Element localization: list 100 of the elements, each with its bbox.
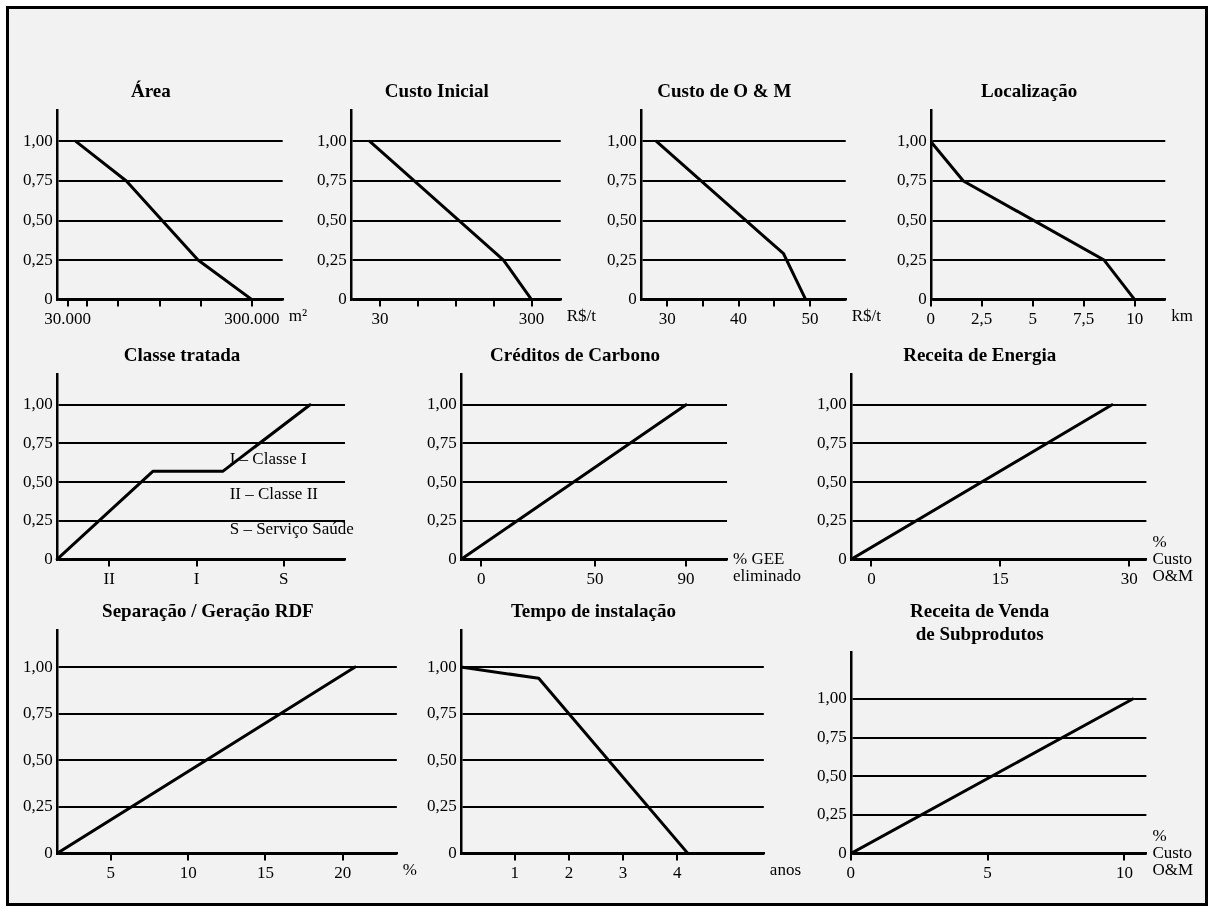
x-tick-label: 10 bbox=[1126, 309, 1144, 329]
chart-title: Receita de Venda de Subprodutos bbox=[910, 600, 1050, 645]
x-axis-title: % bbox=[402, 859, 418, 879]
x-tick-label: 300 bbox=[518, 309, 545, 329]
x-tick-label: 4 bbox=[672, 863, 682, 883]
y-tick-label: 0,75 bbox=[23, 432, 53, 452]
y-tick-label: 0 bbox=[448, 843, 457, 863]
x-tick-label: 40 bbox=[730, 309, 748, 329]
x-tick-label: 10 bbox=[1115, 863, 1133, 883]
x-tick-label: 30 bbox=[658, 309, 676, 329]
y-tick-label: 0,75 bbox=[817, 727, 847, 747]
y-tick-label: 1,00 bbox=[427, 656, 457, 676]
y-tick-label: 0,25 bbox=[23, 796, 53, 816]
x-axis-title: % Custo O&M bbox=[1152, 531, 1194, 585]
x-tick-label: I bbox=[193, 569, 200, 589]
y-tick-label: 0,25 bbox=[427, 510, 457, 530]
y-tick-label: 1,00 bbox=[23, 130, 53, 150]
y-tick-label: 0 bbox=[338, 289, 347, 309]
chart-title: Custo de O & M bbox=[657, 80, 792, 102]
y-tick-label: 0,75 bbox=[607, 170, 637, 190]
x-tick-label: 20 bbox=[334, 863, 352, 883]
x-tick-label: 300.000 bbox=[224, 309, 280, 329]
y-tick-label: 0,25 bbox=[427, 796, 457, 816]
x-axis-title: anos bbox=[769, 859, 802, 879]
chart-title: Custo Inicial bbox=[384, 80, 489, 102]
y-tick-label: 0,50 bbox=[607, 209, 637, 229]
y-tick-label: 0,50 bbox=[427, 749, 457, 769]
x-axis-title: R$/t bbox=[566, 305, 597, 325]
annotation: II – Classe II bbox=[229, 484, 319, 504]
x-tick-label: 10 bbox=[179, 863, 197, 883]
y-tick-label: 0,75 bbox=[23, 703, 53, 723]
x-axis-title: R$/t bbox=[851, 305, 882, 325]
x-tick-label: 5 bbox=[983, 863, 992, 883]
y-tick-label: 0,25 bbox=[607, 249, 637, 269]
y-tick-label: 0 bbox=[628, 289, 637, 309]
y-tick-label: 0,75 bbox=[427, 432, 457, 452]
y-tick-label: 1,00 bbox=[897, 130, 927, 150]
x-tick-label: 1 bbox=[510, 863, 520, 883]
y-tick-label: 0,75 bbox=[817, 432, 847, 452]
y-tick-label: 0,25 bbox=[317, 249, 347, 269]
y-tick-label: 0,75 bbox=[317, 170, 347, 190]
y-tick-label: 0,25 bbox=[23, 249, 53, 269]
x-tick-label: II bbox=[103, 569, 116, 589]
x-tick-label: 90 bbox=[677, 569, 695, 589]
y-tick-label: 0,50 bbox=[23, 471, 53, 491]
x-tick-label: 2 bbox=[564, 863, 574, 883]
y-tick-label: 0 bbox=[838, 843, 847, 863]
y-tick-label: 0,75 bbox=[23, 170, 53, 190]
y-tick-label: 0 bbox=[838, 549, 847, 569]
chart-title: Separação / Geração RDF bbox=[102, 600, 314, 622]
y-tick-label: 0,50 bbox=[897, 209, 927, 229]
y-tick-label: 1,00 bbox=[817, 688, 847, 708]
y-tick-label: 0,50 bbox=[317, 209, 347, 229]
x-tick-label: 7,5 bbox=[1073, 309, 1095, 329]
x-tick-label: 5 bbox=[106, 863, 116, 883]
x-axis-title: % GEE eliminado bbox=[733, 548, 801, 585]
x-tick-label: 0 bbox=[476, 569, 486, 589]
y-tick-label: 0,50 bbox=[23, 749, 53, 769]
y-tick-label: 1,00 bbox=[317, 130, 347, 150]
y-tick-label: 0,50 bbox=[817, 471, 847, 491]
x-tick-label: 5 bbox=[1028, 309, 1037, 329]
x-axis-title: km bbox=[1171, 305, 1194, 325]
x-tick-label: 2,5 bbox=[971, 309, 993, 329]
y-tick-label: 0,25 bbox=[817, 804, 847, 824]
chart-title: Receita de Energia bbox=[903, 344, 1057, 366]
x-tick-label: 3 bbox=[618, 863, 628, 883]
y-tick-label: 0,50 bbox=[817, 765, 847, 785]
y-tick-label: 0 bbox=[44, 843, 53, 863]
x-axis-title: m² bbox=[288, 305, 308, 325]
y-tick-label: 0,25 bbox=[897, 249, 927, 269]
y-tick-label: 0,25 bbox=[817, 510, 847, 530]
y-tick-label: 0,25 bbox=[23, 510, 53, 530]
y-tick-label: 0 bbox=[448, 549, 457, 569]
chart-title: Créditos de Carbono bbox=[490, 344, 660, 366]
y-tick-label: 1,00 bbox=[817, 394, 847, 414]
y-tick-label: 0 bbox=[44, 549, 53, 569]
chart-title: Localização bbox=[981, 80, 1078, 102]
y-tick-label: 1,00 bbox=[427, 394, 457, 414]
x-tick-label: 0 bbox=[867, 569, 876, 589]
y-tick-label: 0,50 bbox=[23, 209, 53, 229]
y-tick-label: 1,00 bbox=[23, 656, 53, 676]
x-tick-label: 50 bbox=[801, 309, 819, 329]
chart-title: Área bbox=[130, 80, 172, 102]
chart-title: Classe tratada bbox=[123, 344, 241, 366]
x-tick-label: 50 bbox=[586, 569, 604, 589]
y-tick-label: 0 bbox=[918, 289, 927, 309]
x-tick-label: S bbox=[279, 569, 289, 589]
y-tick-label: 1,00 bbox=[23, 394, 53, 414]
x-tick-label: 30.000 bbox=[44, 309, 92, 329]
chart-title: Tempo de instalação bbox=[510, 600, 676, 622]
annotation: S – Serviço Saúde bbox=[229, 519, 354, 539]
x-tick-label: 30 bbox=[371, 309, 389, 329]
x-tick-label: 15 bbox=[991, 569, 1009, 589]
y-tick-label: 0 bbox=[44, 289, 53, 309]
x-axis-title: % Custo O&M bbox=[1152, 825, 1194, 879]
x-tick-label: 30 bbox=[1120, 569, 1138, 589]
y-tick-label: 0,50 bbox=[427, 471, 457, 491]
y-tick-label: 1,00 bbox=[607, 130, 637, 150]
y-tick-label: 0,75 bbox=[897, 170, 927, 190]
x-tick-label: 15 bbox=[256, 863, 274, 883]
